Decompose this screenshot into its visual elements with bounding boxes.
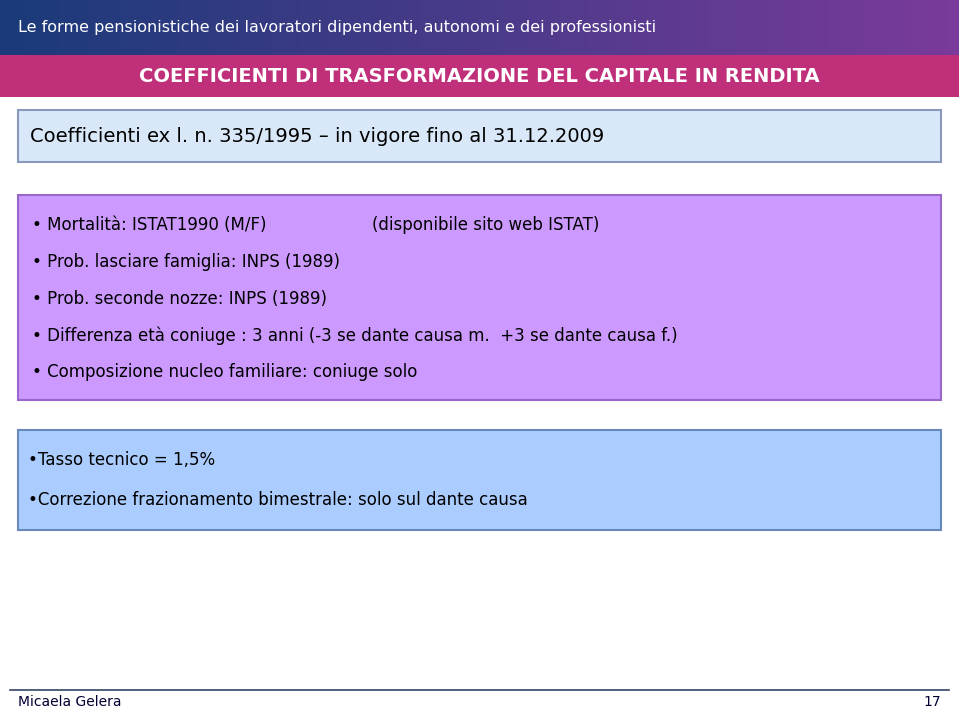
- Text: • Prob. seconde nozze: INPS (1989): • Prob. seconde nozze: INPS (1989): [32, 290, 327, 308]
- Text: • Composizione nucleo familiare: coniuge solo: • Composizione nucleo familiare: coniuge…: [32, 363, 417, 381]
- Text: 17: 17: [924, 695, 941, 709]
- Text: • Differenza età coniuge : 3 anni (-3 se dante causa m.  +3 se dante causa f.): • Differenza età coniuge : 3 anni (-3 se…: [32, 327, 678, 345]
- Text: COEFFICIENTI DI TRASFORMAZIONE DEL CAPITALE IN RENDITA: COEFFICIENTI DI TRASFORMAZIONE DEL CAPIT…: [139, 66, 820, 86]
- Text: •Tasso tecnico = 1,5%: •Tasso tecnico = 1,5%: [28, 451, 215, 469]
- Text: Coefficienti ex l. n. 335/1995 – in vigore fino al 31.12.2009: Coefficienti ex l. n. 335/1995 – in vigo…: [30, 126, 604, 145]
- FancyBboxPatch shape: [18, 430, 941, 530]
- Text: • Mortalità: ISTAT1990 (M/F): • Mortalità: ISTAT1990 (M/F): [32, 216, 267, 234]
- FancyBboxPatch shape: [18, 195, 941, 400]
- Text: •Correzione frazionamento bimestrale: solo sul dante causa: •Correzione frazionamento bimestrale: so…: [28, 491, 527, 509]
- Text: Le forme pensionistiche dei lavoratori dipendenti, autonomi e dei professionisti: Le forme pensionistiche dei lavoratori d…: [18, 20, 656, 35]
- Bar: [0, 55, 959, 97]
- Text: Micaela Gelera: Micaela Gelera: [18, 695, 122, 709]
- FancyBboxPatch shape: [18, 110, 941, 162]
- Text: • Prob. lasciare famiglia: INPS (1989): • Prob. lasciare famiglia: INPS (1989): [32, 253, 340, 271]
- Text: (disponibile sito web ISTAT): (disponibile sito web ISTAT): [372, 216, 599, 234]
